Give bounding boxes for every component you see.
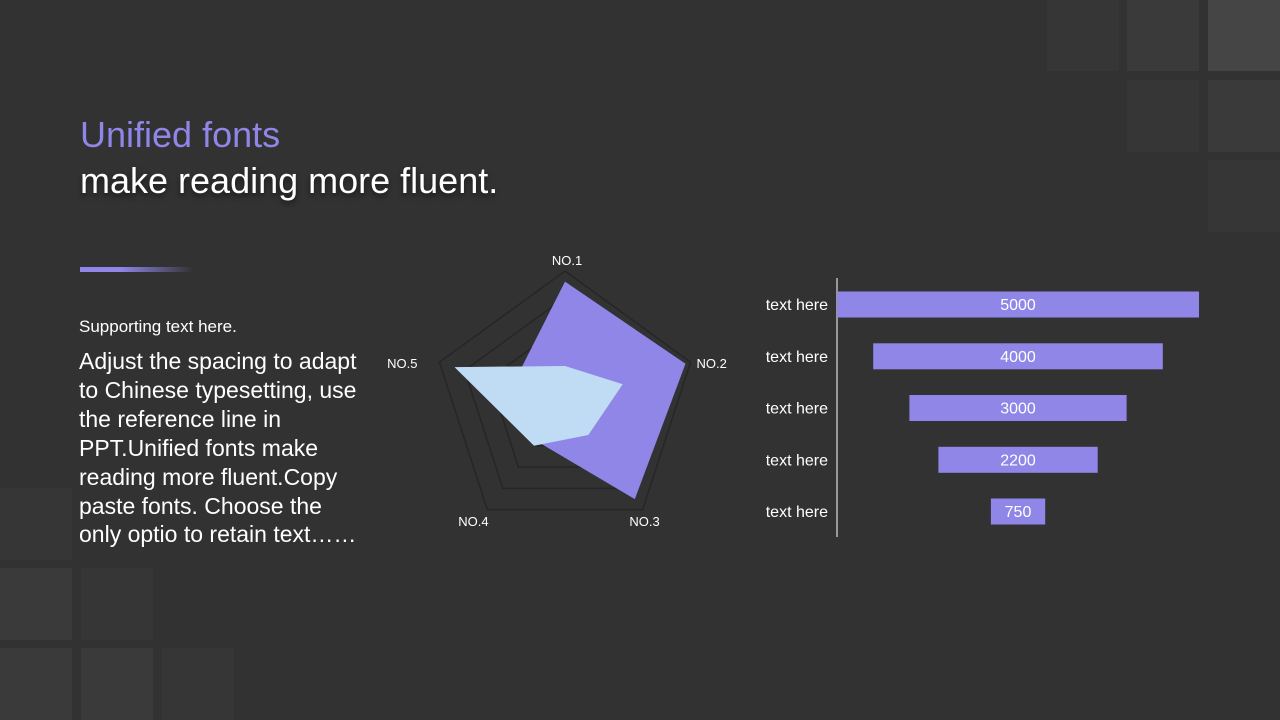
bar-category-label: text here bbox=[766, 452, 828, 469]
radar-axis-label: NO.5 bbox=[387, 356, 417, 371]
decor-square bbox=[0, 568, 72, 640]
decor-square bbox=[1127, 0, 1199, 71]
radar-grid-ring bbox=[438, 270, 692, 511]
bar bbox=[873, 343, 1163, 370]
bar-category-label: text here bbox=[766, 504, 828, 521]
bar-chart: 5000 text here 4000 text here 3000 text here 2… bbox=[766, 278, 1199, 537]
decor-square bbox=[0, 488, 72, 560]
bar bbox=[837, 291, 1199, 318]
bar-value-label: 4000 bbox=[1000, 349, 1036, 366]
bar-category-label: text here bbox=[766, 349, 828, 366]
radar-chart: NO.1 NO.2 NO.3 NO.4 NO.5 bbox=[387, 253, 727, 529]
radar-axis-label: NO.4 bbox=[458, 514, 488, 529]
bar-value-label: 2200 bbox=[1000, 452, 1036, 469]
decor-square bbox=[162, 648, 234, 720]
radar-axis-label: NO.2 bbox=[697, 356, 727, 371]
title-line-1: Unified fonts bbox=[80, 114, 281, 155]
radar-series-2 bbox=[454, 366, 623, 446]
decor-square bbox=[81, 568, 153, 640]
decor-square bbox=[81, 648, 153, 720]
decor-square bbox=[1208, 80, 1280, 152]
radar-axis-label: NO.1 bbox=[552, 253, 582, 268]
bar bbox=[938, 446, 1098, 473]
bar-category-label: text here bbox=[766, 297, 828, 314]
decor-square bbox=[0, 648, 72, 720]
title-line-2: make reading more fluent. bbox=[80, 160, 499, 201]
accent-divider bbox=[80, 267, 194, 272]
decor-square bbox=[1208, 160, 1280, 232]
bar-value-label: 5000 bbox=[1000, 297, 1036, 314]
decor-square bbox=[1208, 0, 1280, 71]
body-text: Adjust the spacing to adapt to Chinese t… bbox=[79, 348, 357, 548]
bar-value-label: 3000 bbox=[1000, 401, 1036, 418]
bar-category-label: text here bbox=[766, 401, 828, 418]
radar-axis-label: NO.3 bbox=[629, 514, 659, 529]
decor-square bbox=[1047, 0, 1119, 71]
decor-square bbox=[1127, 80, 1199, 152]
supporting-text: Supporting text here. bbox=[79, 317, 237, 336]
bar bbox=[990, 498, 1046, 525]
bar bbox=[909, 395, 1127, 421]
bar-value-label: 750 bbox=[1005, 504, 1032, 521]
